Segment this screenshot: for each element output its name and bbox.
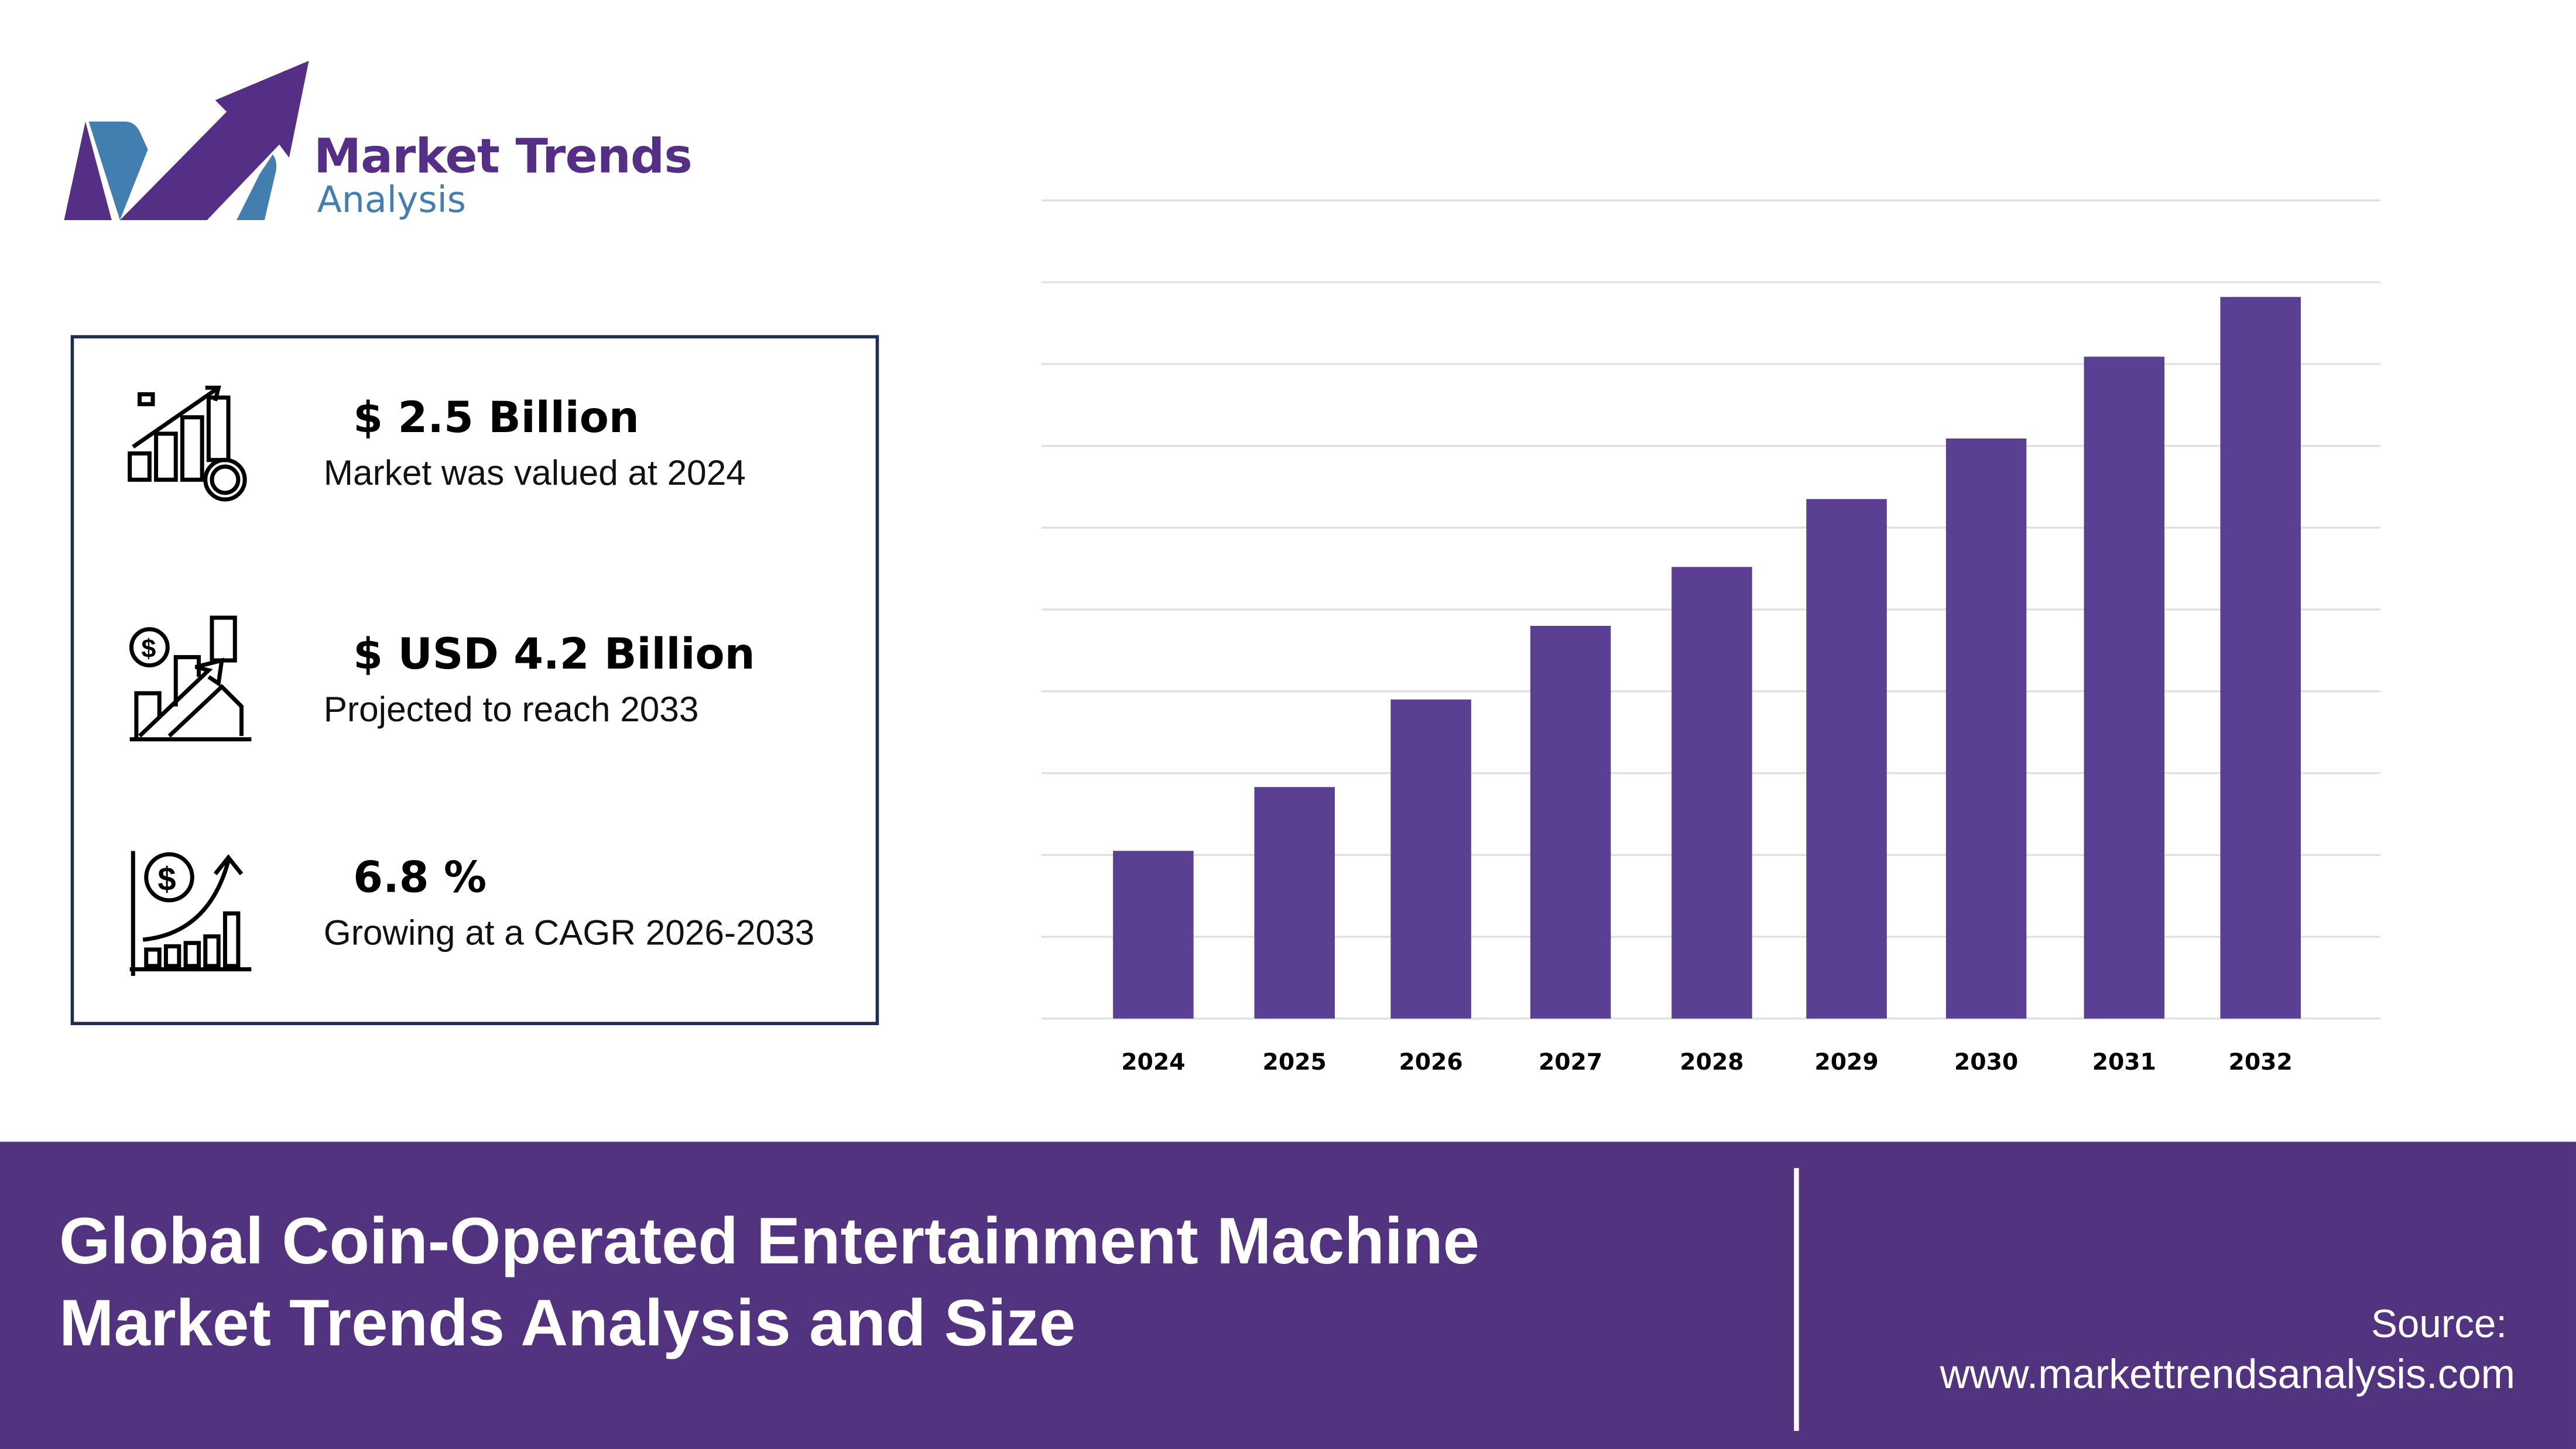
logo-title: Market Trends (313, 128, 693, 184)
x-tick-label: 2028 (1680, 1049, 1743, 1075)
source-url[interactable]: www.markettrendsanalysis.com (1940, 1352, 2516, 1398)
stat-value: $ 2.5 Billion (353, 394, 639, 444)
bar-2031 (2084, 357, 2165, 1019)
report-title: Global Coin-Operated Entertainment Machi… (59, 1201, 1479, 1365)
bar-2029 (1806, 499, 1887, 1019)
x-tick-label: 2027 (1539, 1049, 1602, 1075)
cagr-growth-icon: $ (129, 851, 252, 976)
logo-mark-icon (64, 60, 309, 221)
x-tick-label: 2032 (2229, 1049, 2293, 1075)
bar-2025 (1254, 787, 1335, 1019)
bar-chart: 2024 2025 2026 2027 2028 2029 2030 2031 2032 (1042, 199, 2381, 1075)
bar-2027 (1530, 626, 1611, 1019)
chart-growth-coin-icon (128, 385, 247, 502)
x-tick-label: 2031 (2092, 1049, 2156, 1075)
bar-2026 (1390, 699, 1471, 1019)
x-tick-label: 2024 (1121, 1049, 1185, 1075)
bar-2032 (2220, 297, 2301, 1019)
svg-text:$: $ (141, 633, 156, 663)
svg-text:$: $ (157, 861, 176, 898)
bar-2024 (1113, 851, 1194, 1019)
bar-2028 (1671, 567, 1752, 1019)
footer-banner: Global Coin-Operated Entertainment Machi… (0, 1142, 2576, 1449)
dollar-bar-arrow-icon: $ (129, 615, 252, 742)
stat-value: $ USD 4.2 Billion (353, 631, 755, 680)
x-tick-label: 2030 (1954, 1049, 2018, 1075)
stat-value: 6.8 % (353, 854, 487, 904)
stat-label: Market was valued at 2024 (323, 453, 746, 493)
report-title-line2: Market Trends Analysis and Size (59, 1287, 1076, 1361)
stat-label: Projected to reach 2033 (323, 690, 699, 729)
bar-2030 (1945, 438, 2027, 1019)
logo-subtitle: Analysis (317, 180, 466, 222)
x-tick-label: 2029 (1814, 1049, 1878, 1075)
x-tick-label: 2026 (1399, 1049, 1462, 1075)
source-label: Source: (2371, 1303, 2508, 1348)
stats-panel: $ 2.5 Billion Market was valued at 2024 … (70, 335, 879, 1026)
stat-label: Growing at a CAGR 2026-2033 (323, 913, 815, 953)
footer-divider (1794, 1168, 1799, 1431)
x-tick-label: 2025 (1263, 1049, 1327, 1075)
report-title-line1: Global Coin-Operated Entertainment Machi… (59, 1205, 1480, 1279)
